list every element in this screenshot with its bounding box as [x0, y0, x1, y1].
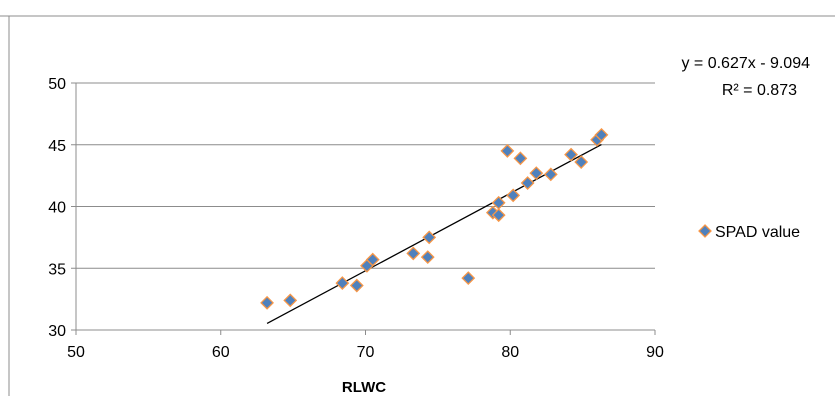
data-point: [349, 278, 364, 293]
y-tick-label-50: 50: [48, 76, 66, 93]
data-point: [491, 208, 506, 223]
data-point: [513, 151, 528, 166]
data-point: [365, 252, 380, 267]
data-point: [543, 167, 558, 182]
y-tick-label-40: 40: [48, 200, 66, 217]
data-point: [594, 127, 609, 142]
legend-marker-diamond: [698, 224, 712, 238]
legend: SPAD value: [698, 224, 800, 241]
data-point: [422, 230, 437, 245]
x-tick-label-70: 70: [357, 344, 375, 361]
y-tick-label-45: 45: [48, 138, 66, 155]
data-point: [564, 147, 578, 162]
data-point: [500, 144, 515, 158]
legend-label: SPAD value: [715, 224, 800, 241]
x-tick-label-50: 50: [67, 344, 85, 361]
data-point: [283, 293, 298, 308]
data-point: [461, 271, 476, 286]
axes: [71, 82, 656, 335]
data-point: [260, 295, 274, 310]
x-tick-label-80: 80: [501, 344, 519, 361]
data-point: [574, 155, 589, 169]
x-axis-title: RLWC: [342, 379, 386, 396]
trendline-equation: y = 0.627x - 9.094: [681, 55, 810, 72]
gridlines: [76, 82, 655, 269]
x-tick-label-60: 60: [212, 344, 230, 361]
data-point: [491, 195, 506, 210]
trendline-r-squared: R² = 0.873: [722, 82, 797, 99]
tick-labels: 30 35 40 45 50 50 60 70 80 90: [48, 76, 664, 361]
data-point: [529, 166, 544, 181]
data-point: [506, 188, 521, 203]
y-tick-label-30: 30: [48, 323, 66, 340]
data-point: [335, 276, 350, 290]
x-tick-label-90: 90: [646, 344, 664, 361]
data-point: [420, 250, 435, 265]
data-points: [260, 127, 609, 310]
y-tick-label-35: 35: [48, 261, 66, 278]
data-point: [406, 246, 421, 261]
data-point: [520, 176, 535, 190]
